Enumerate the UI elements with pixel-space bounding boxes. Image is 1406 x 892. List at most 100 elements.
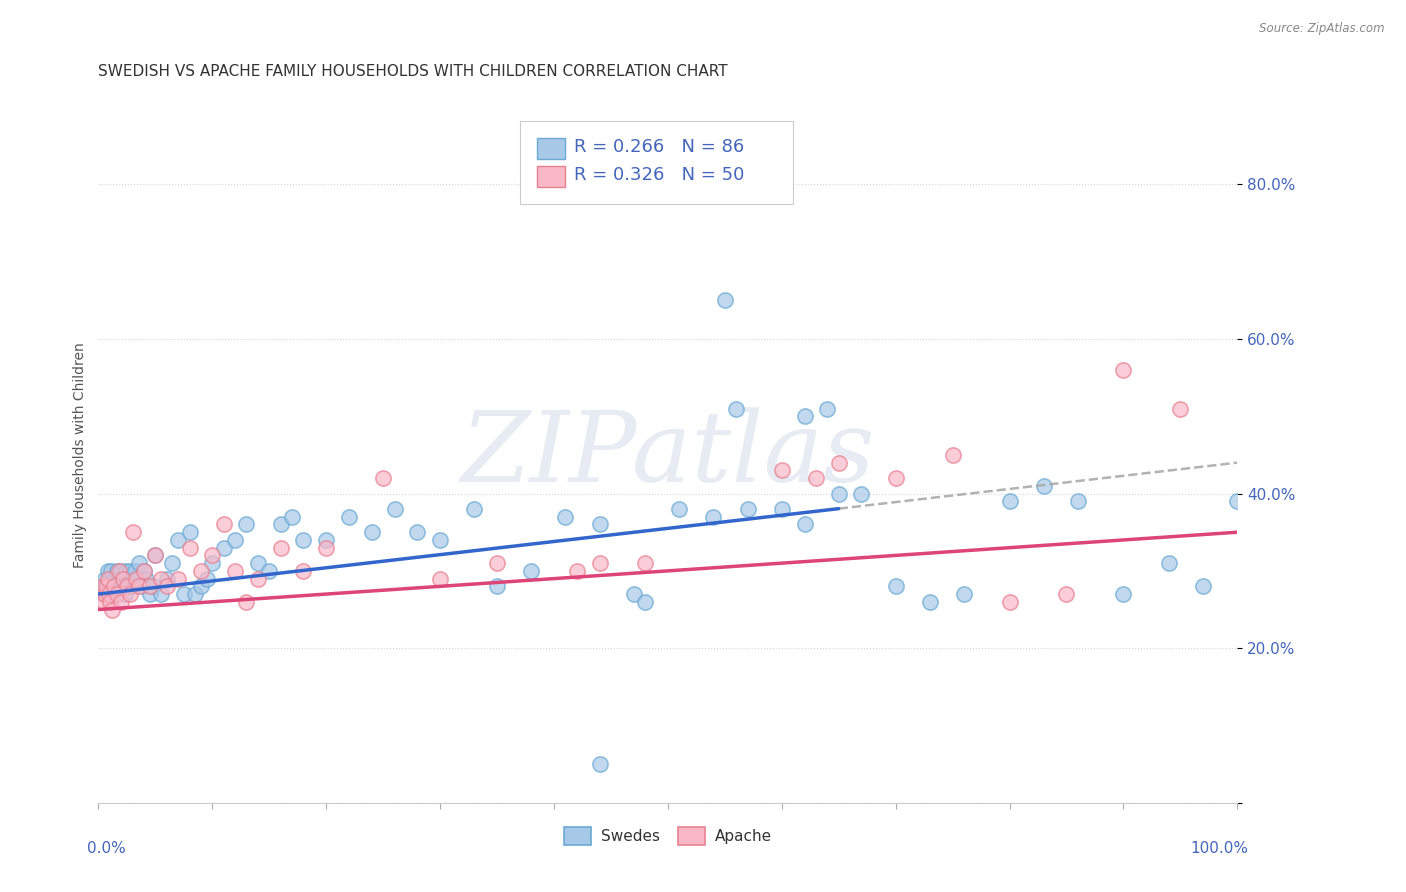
Point xyxy=(714,293,737,308)
Point xyxy=(486,579,509,593)
Point xyxy=(828,486,851,500)
Point xyxy=(851,486,873,500)
Point xyxy=(190,579,212,593)
Point xyxy=(173,587,195,601)
Point xyxy=(156,579,179,593)
Point xyxy=(668,502,690,516)
Point xyxy=(90,587,112,601)
Point xyxy=(115,579,138,593)
Point xyxy=(998,595,1021,609)
Point xyxy=(725,401,748,416)
Point xyxy=(588,757,610,772)
Point xyxy=(1067,494,1090,508)
Point xyxy=(918,595,941,609)
Point xyxy=(101,602,124,616)
Point xyxy=(103,579,125,593)
Point xyxy=(793,409,815,424)
Point xyxy=(190,564,212,578)
Point xyxy=(150,587,173,601)
Point xyxy=(103,572,125,586)
Point xyxy=(1157,556,1180,570)
Point xyxy=(315,533,337,547)
Point xyxy=(96,579,118,593)
Point xyxy=(93,595,115,609)
Point xyxy=(360,525,382,540)
Text: R = 0.326   N = 50: R = 0.326 N = 50 xyxy=(575,166,745,184)
Point xyxy=(588,517,610,532)
Text: 0.0%: 0.0% xyxy=(87,841,125,856)
Point xyxy=(111,572,134,586)
Point xyxy=(112,579,135,593)
Point xyxy=(96,572,118,586)
Point xyxy=(804,471,827,485)
Point xyxy=(131,579,153,593)
Point xyxy=(132,564,155,578)
Point xyxy=(1112,587,1135,601)
Point xyxy=(91,579,114,593)
Point xyxy=(634,595,657,609)
Point xyxy=(97,579,120,593)
Point xyxy=(108,579,131,593)
Point xyxy=(315,541,337,555)
Point xyxy=(281,509,304,524)
Point xyxy=(98,595,121,609)
Point xyxy=(246,572,269,586)
Point xyxy=(259,564,281,578)
Point xyxy=(1170,401,1192,416)
Point xyxy=(270,517,292,532)
Point xyxy=(463,502,485,516)
Point xyxy=(884,579,907,593)
Point xyxy=(128,556,150,570)
Point xyxy=(246,556,269,570)
Point xyxy=(156,572,179,586)
Point xyxy=(195,572,218,586)
Point xyxy=(224,533,246,547)
Point xyxy=(110,564,132,578)
Point xyxy=(94,587,117,601)
Point xyxy=(429,533,451,547)
Point xyxy=(770,463,793,477)
Point xyxy=(96,564,118,578)
Point xyxy=(623,587,645,601)
Point xyxy=(429,572,451,586)
Point xyxy=(142,579,165,593)
Point xyxy=(565,564,588,578)
Point xyxy=(105,564,128,578)
Text: Source: ZipAtlas.com: Source: ZipAtlas.com xyxy=(1260,22,1385,36)
Point xyxy=(110,595,132,609)
Point xyxy=(121,525,143,540)
Point xyxy=(384,502,406,516)
FancyBboxPatch shape xyxy=(537,138,565,159)
Point xyxy=(1192,579,1215,593)
Point xyxy=(1112,363,1135,377)
Point xyxy=(815,401,838,416)
Point xyxy=(114,564,136,578)
Point xyxy=(737,502,759,516)
Point xyxy=(100,564,122,578)
Point xyxy=(1226,494,1249,508)
Point xyxy=(179,541,201,555)
Point xyxy=(201,549,224,563)
Point xyxy=(97,587,120,601)
Point xyxy=(138,579,160,593)
Point xyxy=(884,471,907,485)
Point xyxy=(115,572,138,586)
Point xyxy=(1056,587,1078,601)
Point xyxy=(101,587,124,601)
Point xyxy=(588,556,610,570)
Point xyxy=(167,533,190,547)
Text: ZIPatlas: ZIPatlas xyxy=(461,408,875,502)
Text: SWEDISH VS APACHE FAMILY HOUSEHOLDS WITH CHILDREN CORRELATION CHART: SWEDISH VS APACHE FAMILY HOUSEHOLDS WITH… xyxy=(98,64,728,79)
Point xyxy=(292,533,315,547)
Point xyxy=(120,564,142,578)
Point xyxy=(120,587,142,601)
Point xyxy=(150,572,173,586)
Point xyxy=(702,509,724,524)
Point xyxy=(105,587,128,601)
Point xyxy=(1032,479,1054,493)
Point xyxy=(224,564,246,578)
Point xyxy=(135,572,157,586)
Point xyxy=(117,579,139,593)
Point xyxy=(953,587,976,601)
Point xyxy=(292,564,315,578)
